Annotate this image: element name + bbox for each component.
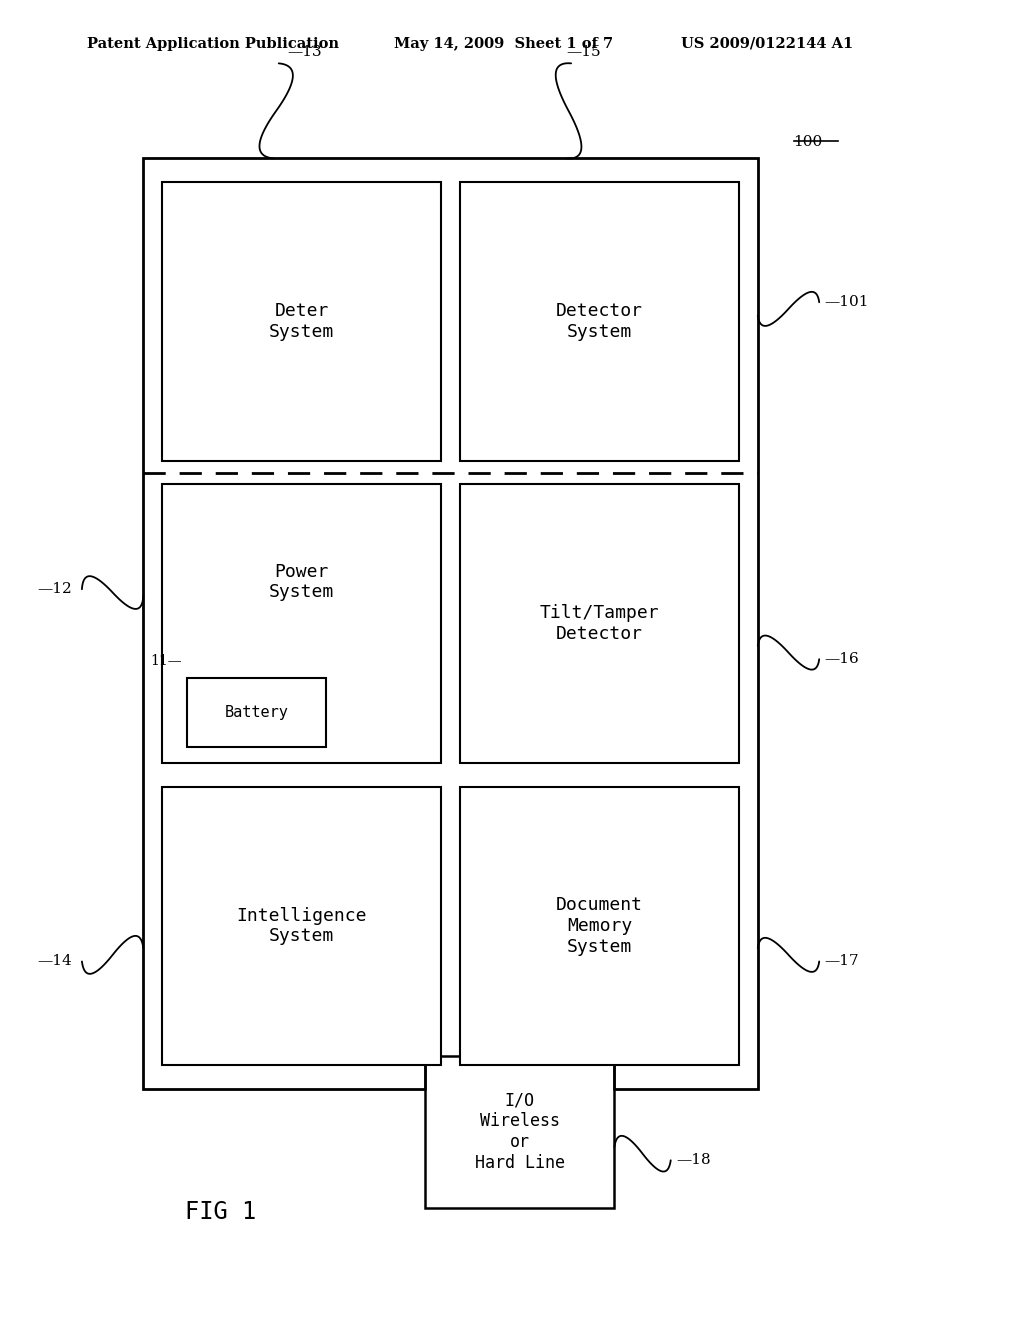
Text: —12: —12 <box>37 582 72 597</box>
Text: I/O
Wireless
or
Hard Line: I/O Wireless or Hard Line <box>475 1092 564 1172</box>
Bar <box>425 1056 614 1208</box>
Text: US 2009/0122144 A1: US 2009/0122144 A1 <box>681 37 853 51</box>
Bar <box>162 484 441 763</box>
Text: —17: —17 <box>824 954 859 969</box>
Text: Detector
System: Detector System <box>556 302 643 341</box>
Text: Battery: Battery <box>224 705 289 721</box>
Bar <box>460 787 739 1065</box>
Text: —18: —18 <box>676 1154 711 1167</box>
Bar <box>162 182 441 461</box>
Text: FIG 1: FIG 1 <box>184 1200 256 1224</box>
Text: 11—: 11— <box>151 653 182 668</box>
Text: Document
Memory
System: Document Memory System <box>556 896 643 956</box>
Text: May 14, 2009  Sheet 1 of 7: May 14, 2009 Sheet 1 of 7 <box>394 37 613 51</box>
Text: Patent Application Publication: Patent Application Publication <box>87 37 339 51</box>
Bar <box>460 484 739 763</box>
Text: Intelligence
System: Intelligence System <box>237 907 367 945</box>
Text: —101: —101 <box>824 296 868 309</box>
Text: —16: —16 <box>824 652 859 667</box>
Text: —13: —13 <box>287 45 322 59</box>
Text: —15: —15 <box>566 45 601 59</box>
Text: 100: 100 <box>794 135 823 149</box>
Bar <box>187 678 326 747</box>
Text: Power
System: Power System <box>269 562 334 602</box>
Bar <box>143 158 758 1089</box>
Bar <box>460 182 739 461</box>
Text: Tilt/Tamper
Detector: Tilt/Tamper Detector <box>540 605 659 643</box>
Text: —14: —14 <box>37 954 72 969</box>
Text: Deter
System: Deter System <box>269 302 334 341</box>
Bar <box>162 787 441 1065</box>
